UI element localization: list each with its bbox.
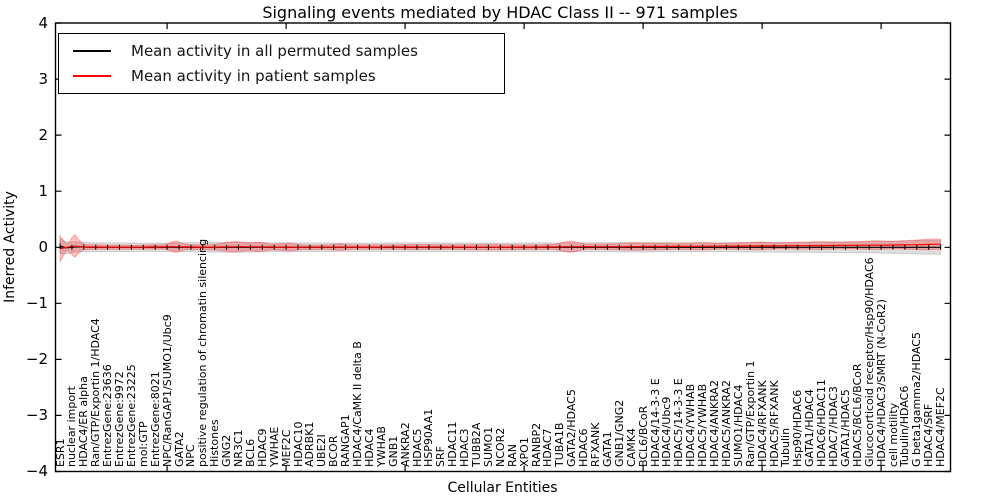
- y-tick-label: −3: [25, 406, 48, 425]
- x-tick-label: GNB1: [386, 435, 400, 467]
- x-tick-label: HDAC4/MEF2C: [934, 387, 948, 467]
- x-tick-label: YWHAE: [267, 426, 281, 467]
- y-tick-label: −2: [25, 350, 48, 369]
- y-tick-label: 0: [38, 238, 48, 257]
- x-tick-label: ANKRA2: [398, 422, 412, 467]
- permuted-mean-line: [59, 245, 941, 249]
- legend-line-permuted-icon: [73, 49, 111, 52]
- y-tick-label: 1: [38, 182, 48, 201]
- legend-label-permuted: Mean activity in all permuted samples: [131, 41, 418, 60]
- patient-band: [59, 233, 942, 264]
- y-tick-label: 4: [38, 14, 48, 32]
- x-tick-label: YWHAB: [374, 426, 388, 467]
- x-tick-label: Ran/GTP/Exportin 1: [743, 360, 757, 467]
- x-tick-label: Glucocorticoid receptor/Hsp90/HDAC6: [862, 257, 876, 467]
- x-tick-label: XPO1: [517, 437, 531, 467]
- x-tick-label: SUMO1/HDAC4: [731, 384, 745, 467]
- legend-item-permuted: Mean activity in all permuted samples: [59, 42, 504, 60]
- legend-line-patient-icon: [73, 75, 111, 78]
- x-tick-label: RAN: [505, 444, 519, 467]
- x-tick-label: HDAC5/BCL6/BCoR: [850, 363, 864, 467]
- y-tick-label: −4: [25, 462, 48, 481]
- legend: Mean activity in all permuted samples Me…: [58, 33, 505, 94]
- x-tick-label: MEF2C: [279, 429, 293, 467]
- x-tick-label: GNB1/GNG2: [612, 399, 626, 467]
- data-point-markers: [59, 243, 942, 250]
- y-tick-label: 2: [38, 126, 48, 145]
- y-tick-label: −1: [25, 294, 48, 313]
- x-tick-label: mol:GTP: [136, 421, 150, 467]
- chart-title: Signaling events mediated by HDAC Class …: [262, 3, 738, 22]
- legend-label-patient: Mean activity in patient samples: [131, 67, 376, 86]
- legend-item-patient: Mean activity in patient samples: [59, 67, 504, 85]
- x-tick-label: CAMK4: [624, 428, 638, 467]
- patient-mean-line: [59, 243, 941, 250]
- x-tick-label: HDAC4/HDAC3/SMRT (N-CoR2): [874, 299, 888, 467]
- x-tick-label: NPC/RanGAP1/SUMO1/Ubc9: [160, 314, 174, 467]
- x-tick-label: BCL6/BCoR: [636, 405, 650, 467]
- x-tick-label: HDAC4/RFXANK: [755, 380, 769, 467]
- x-axis-label: Cellular Entities: [447, 480, 558, 496]
- x-tick-label: HDAC9: [255, 428, 269, 467]
- x-tick-label: NCOR2: [493, 427, 507, 467]
- permuted-band: [59, 238, 942, 255]
- x-tick-label: EntrezGene:8021: [148, 371, 162, 467]
- y-tick-label: 3: [38, 70, 48, 89]
